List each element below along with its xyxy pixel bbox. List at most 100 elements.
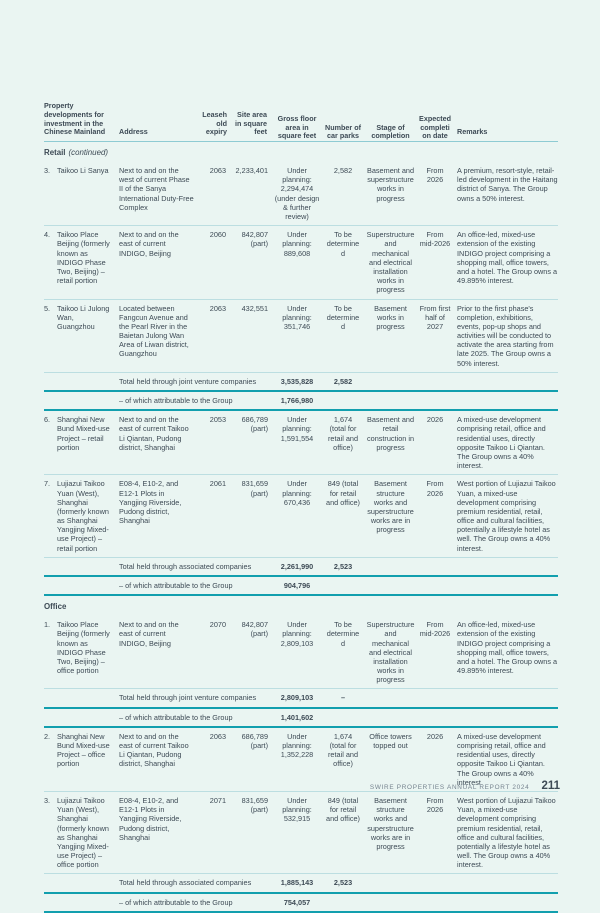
cell-site-area: 831,659 (part) bbox=[231, 474, 272, 558]
property-row: 1. Taikoo Place Beijing (formerly known a… bbox=[44, 616, 558, 689]
cell-completion-date: From 2026 bbox=[426, 166, 444, 185]
total-row: Total held through joint venture compani… bbox=[44, 688, 559, 709]
header-gross-floor-area: Gross floor area in square feet bbox=[271, 102, 324, 143]
total-row: Total held through associated companies 1… bbox=[44, 873, 559, 894]
header-site-area: Site area in square feet bbox=[231, 102, 272, 143]
cell-empty bbox=[363, 576, 559, 597]
cell-address: Next to and on the east of current Taiko… bbox=[119, 415, 189, 452]
subtotal-row: – of which attributable to the Group 1,40… bbox=[44, 707, 559, 728]
cell-gross-floor-area: Under planning: 670,436 bbox=[271, 474, 324, 558]
cell-number: 7. bbox=[44, 474, 57, 558]
cell-empty bbox=[44, 707, 120, 728]
cell-empty bbox=[363, 688, 559, 709]
property-row: 3. Lujiazui Taikoo Yuan (West), Shanghai … bbox=[44, 790, 559, 874]
cell-car-parks: 849 (total for retail and office) bbox=[323, 474, 364, 558]
cell-empty bbox=[44, 873, 120, 894]
cell-site-area: 842,807 (part) bbox=[241, 620, 269, 639]
cell-stage-of-completion: Office towers topped out bbox=[369, 731, 412, 751]
cell-property-name: Shanghai New Bund Mixed-use Project – of… bbox=[57, 731, 110, 769]
header-car-parks: Number of car parks bbox=[323, 102, 364, 143]
cell-remarks: West portion of Lujiazui Taikoo Yuan, a … bbox=[452, 474, 559, 558]
cell-stage-of-completion: Basement structure works and superstruct… bbox=[363, 474, 419, 558]
page-number: 211 bbox=[541, 780, 560, 792]
table-body: Retail (continued) 3. Taikoo Li Sanya Next t… bbox=[44, 142, 559, 913]
cell-site-area: 432,551 bbox=[231, 298, 272, 373]
cell-property-name: Taikoo Li Julong Wan, Guangzhou bbox=[57, 298, 120, 373]
cell-gross-floor-area: Under planning: 2,294,474 (under design … bbox=[274, 166, 320, 222]
cell-address: E08-4, E10-2, and E12-1 Plots in Yangjin… bbox=[119, 474, 202, 558]
cell-car-parks: 849 (total for retail and office) bbox=[323, 790, 364, 874]
total-carparks-value bbox=[323, 391, 364, 412]
total-gfa-value: 1,885,143 bbox=[271, 873, 324, 894]
cell-address: E08-4, E10-2, and E12-1 Plots in Yangjin… bbox=[119, 790, 202, 874]
cell-remarks: Prior to the first phase's completion, e… bbox=[452, 298, 559, 373]
cell-empty bbox=[44, 688, 120, 709]
cell-leasehold-expiry: 2063 bbox=[209, 166, 227, 176]
total-row: Total held through joint venture compani… bbox=[44, 371, 559, 392]
cell-gross-floor-area: Under planning: 889,608 bbox=[271, 225, 324, 300]
total-gfa-value: 3,535,828 bbox=[271, 371, 324, 392]
cell-site-area: 686,789 (part) bbox=[241, 731, 269, 751]
cell-leasehold-expiry: 2070 bbox=[209, 620, 227, 630]
cell-empty bbox=[44, 892, 120, 913]
cell-number: 6. bbox=[44, 415, 51, 425]
cell-number: 4. bbox=[44, 225, 57, 300]
cell-gross-floor-area: Under planning: 2,809,103 bbox=[280, 620, 314, 648]
cell-number: 1. bbox=[44, 620, 51, 630]
cell-address: Next to and on the east of current INDIG… bbox=[119, 620, 179, 648]
cell-empty bbox=[363, 873, 559, 894]
total-label: Total held through joint venture compani… bbox=[119, 371, 272, 392]
section-title-cell: Office bbox=[44, 595, 558, 616]
total-carparks-value bbox=[323, 892, 364, 913]
cell-property-name: Lujiazui Taikoo Yuan (West), Shanghai (f… bbox=[57, 790, 120, 874]
cell-remarks: A mixed-use development comprising retai… bbox=[457, 415, 546, 471]
total-gfa-value: 904,796 bbox=[271, 576, 324, 597]
total-carparks-value: 2,523 bbox=[323, 873, 364, 894]
cell-stage-of-completion: Superstructure and mechanical and electr… bbox=[363, 225, 419, 300]
cell-leasehold-expiry: 2061 bbox=[201, 474, 232, 558]
total-label: Total held through joint venture compani… bbox=[119, 688, 272, 709]
total-row: Total held through associated companies 2… bbox=[44, 556, 559, 577]
cell-empty bbox=[363, 707, 559, 728]
cell-gross-floor-area: Under planning: 351,746 bbox=[271, 298, 324, 373]
cell-number: 3. bbox=[44, 166, 51, 176]
cell-car-parks: 1,674 (total for retail and office) bbox=[328, 731, 359, 769]
cell-address: Located between Fangcun Avenue and the P… bbox=[119, 298, 202, 373]
cell-number: 5. bbox=[44, 298, 57, 373]
total-carparks-value: 2,582 bbox=[323, 371, 364, 392]
cell-property-name: Lujiazui Taikoo Yuan (West), Shanghai (f… bbox=[57, 474, 120, 558]
property-row: 4. Taikoo Place Beijing (formerly known a… bbox=[44, 225, 559, 300]
cell-completion-date: From mid-2026 bbox=[419, 620, 451, 639]
cell-number: 2. bbox=[44, 731, 51, 741]
cell-gross-floor-area: Under planning: 1,591,554 bbox=[280, 415, 314, 443]
cell-site-area: 831,659 (part) bbox=[231, 790, 272, 874]
cell-address: Next to and on the west of current Phase… bbox=[119, 166, 194, 212]
cell-leasehold-expiry: 2063 bbox=[209, 731, 227, 741]
cell-remarks: West portion of Lujiazui Taikoo Yuan, a … bbox=[452, 790, 559, 874]
section-title-suffix: (continued) bbox=[68, 148, 108, 158]
cell-completion-date: From first half of 2027 bbox=[418, 298, 453, 373]
cell-stage-of-completion: Basement works in progress bbox=[363, 298, 419, 373]
total-carparks-value bbox=[323, 576, 364, 597]
total-gfa-value: 2,261,990 bbox=[271, 556, 324, 577]
cell-stage-of-completion: Basement structure works and superstruct… bbox=[363, 790, 419, 874]
report-name: SWIRE PROPERTIES ANNUAL REPORT 2024 bbox=[369, 784, 530, 791]
cell-remarks: An office-led, mixed-use extension of th… bbox=[452, 225, 559, 300]
section-title: Office bbox=[44, 602, 67, 612]
cell-leasehold-expiry: 2060 bbox=[201, 225, 232, 300]
cell-car-parks: To be determined bbox=[323, 225, 364, 300]
header-leasehold-expiry: Leasehold expiry bbox=[201, 102, 232, 143]
cell-stage-of-completion: Basement and retail construction in prog… bbox=[366, 415, 415, 452]
total-gfa-value: 754,057 bbox=[271, 892, 324, 913]
total-label: – of which attributable to the Group bbox=[119, 892, 272, 913]
subtotal-row: – of which attributable to the Group 754,… bbox=[44, 892, 559, 913]
total-label: – of which attributable to the Group bbox=[119, 576, 272, 597]
cell-address: Next to and on the east of current Taiko… bbox=[119, 731, 189, 769]
total-gfa-value: 1,401,602 bbox=[271, 707, 324, 728]
property-row: 3. Taikoo Li Sanya Next to and on the west… bbox=[44, 162, 558, 226]
cell-completion-date: From 2026 bbox=[418, 790, 453, 874]
cell-completion-date: From 2026 bbox=[418, 474, 453, 558]
cell-property-name: Taikoo Li Sanya bbox=[57, 166, 109, 176]
cell-property-name: Taikoo Place Beijing (formerly known as … bbox=[57, 225, 120, 300]
cell-leasehold-expiry: 2053 bbox=[209, 415, 227, 425]
